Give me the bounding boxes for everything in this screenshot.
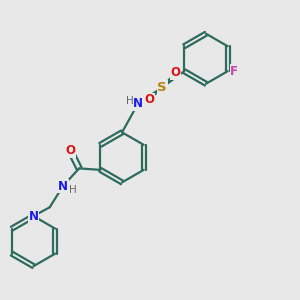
- Text: N: N: [28, 210, 38, 223]
- Text: O: O: [144, 93, 154, 106]
- Text: O: O: [65, 144, 75, 157]
- Text: H: H: [126, 96, 134, 106]
- Text: H: H: [69, 185, 77, 196]
- Text: F: F: [230, 65, 238, 78]
- Text: N: N: [58, 180, 68, 193]
- Text: S: S: [158, 81, 167, 94]
- Text: O: O: [170, 66, 180, 79]
- Text: N: N: [133, 97, 143, 110]
